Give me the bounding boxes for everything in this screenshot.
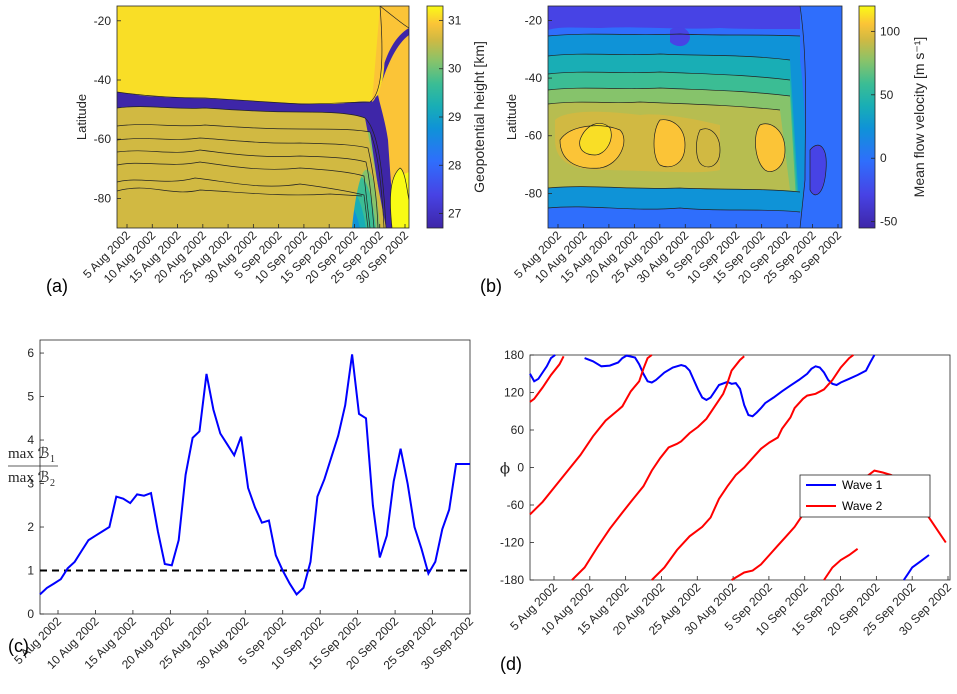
svg-text:1: 1 bbox=[50, 454, 55, 465]
panel-label-d: (d) bbox=[500, 654, 522, 674]
panel-label-c: (c) bbox=[8, 636, 29, 656]
ytick-label: -60 bbox=[507, 498, 525, 512]
panel-b-contours bbox=[548, 6, 842, 228]
ytick-label: 3 bbox=[27, 477, 34, 491]
ylabel: Latitude bbox=[504, 94, 519, 140]
ytick-label: 4 bbox=[27, 433, 34, 447]
wave-2-line bbox=[529, 355, 565, 403]
panel-label-a: (a) bbox=[46, 276, 68, 296]
wave-2-line bbox=[823, 547, 859, 581]
ytick-label: 1 bbox=[27, 564, 34, 578]
ytick-label: -40 bbox=[94, 73, 112, 87]
wave-1-line bbox=[529, 354, 556, 383]
ytick-label: -20 bbox=[525, 13, 543, 27]
colorbar-tick-label: 29 bbox=[448, 110, 462, 124]
legend-wave-1: Wave 1 bbox=[842, 478, 883, 492]
ytick-label: 5 bbox=[27, 390, 34, 404]
wave-2-line bbox=[651, 354, 854, 581]
wave-1-line bbox=[902, 554, 930, 581]
ylabel: ϕ bbox=[500, 460, 510, 478]
ytick-label: -20 bbox=[94, 14, 112, 28]
colorbar-tick-label: 30 bbox=[448, 62, 462, 76]
colorbar-tick-label: 0 bbox=[880, 151, 887, 165]
colorbar-tick-label: 50 bbox=[880, 88, 894, 102]
panel-b bbox=[547, 5, 843, 229]
ytick-label: -60 bbox=[525, 129, 543, 143]
ytick-label: -80 bbox=[525, 186, 543, 200]
legend: Wave 1 Wave 2 bbox=[799, 474, 931, 518]
ytick-label: -40 bbox=[525, 71, 543, 85]
colorbar-b bbox=[858, 5, 876, 229]
ytick-label: 2 bbox=[27, 520, 34, 534]
ytick-label: 0 bbox=[517, 461, 524, 475]
panel-c-ylabel: max ℬ 1 max ℬ 2 bbox=[8, 446, 58, 489]
ytick-label: -60 bbox=[94, 132, 112, 146]
panel-a bbox=[116, 5, 410, 229]
colorbar-label: Mean flow velocity [m s⁻¹] bbox=[911, 37, 927, 198]
legend-wave-2: Wave 2 bbox=[842, 499, 883, 513]
ytick-label: -80 bbox=[94, 191, 112, 205]
ytick-label: 0 bbox=[27, 607, 34, 621]
ytick-label: 120 bbox=[504, 386, 524, 400]
colorbar-tick-label: -50 bbox=[880, 215, 898, 229]
svg-text:2: 2 bbox=[50, 478, 55, 489]
colorbar-tick-label: 27 bbox=[448, 207, 462, 221]
panel-a-contours bbox=[117, 6, 409, 228]
wave-2-line bbox=[529, 354, 653, 516]
colorbar-tick-label: 28 bbox=[448, 158, 462, 172]
colorbar-tick-label: 100 bbox=[880, 24, 900, 38]
ytick-label: -180 bbox=[500, 573, 524, 587]
ytick-label: 60 bbox=[511, 423, 525, 437]
ytick-label: -120 bbox=[500, 536, 524, 550]
ytick-label: 6 bbox=[27, 346, 34, 360]
panel-label-b: (b) bbox=[480, 276, 502, 296]
colorbar-label: Geopotential height [km] bbox=[471, 41, 487, 193]
ytick-label: 180 bbox=[504, 348, 524, 362]
svg-text:max ℬ: max ℬ bbox=[8, 446, 50, 462]
wave-2-line bbox=[571, 355, 745, 581]
colorbar-tick-label: 31 bbox=[448, 13, 462, 27]
ylabel: Latitude bbox=[74, 94, 89, 140]
svg-text:max ℬ: max ℬ bbox=[8, 470, 50, 486]
